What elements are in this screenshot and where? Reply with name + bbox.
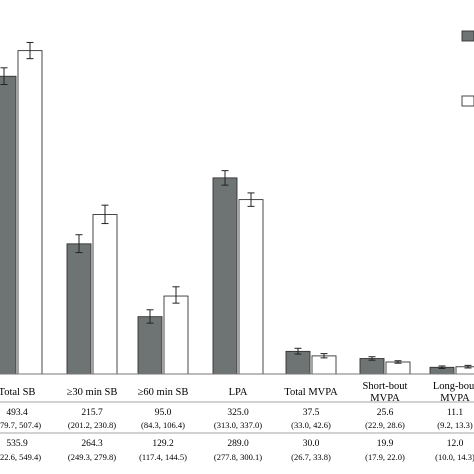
table-value: 129.2	[152, 439, 174, 449]
table-value: 25.6	[377, 408, 394, 418]
table-ci: (26.7, 33.8)	[291, 452, 331, 462]
error-bar	[101, 204, 109, 225]
table-ci: (117.4, 144.5)	[139, 452, 187, 462]
bar	[92, 214, 118, 375]
category-label: ≥30 min SB	[67, 387, 118, 398]
bar	[0, 75, 17, 375]
error-bar	[438, 365, 446, 369]
bar	[359, 358, 385, 375]
category-label: ≥60 min SB	[138, 387, 189, 398]
table-value: 289.0	[227, 439, 249, 449]
error-bar	[320, 353, 328, 359]
error-bars-layer	[0, 41, 472, 369]
error-bar	[394, 360, 402, 364]
error-bar	[75, 234, 83, 254]
error-bar	[172, 286, 180, 304]
error-bar	[247, 192, 255, 207]
error-bar	[464, 364, 472, 369]
legend-swatch	[461, 30, 474, 42]
table-ci: (313.0, 337.0)	[214, 420, 262, 430]
bar	[212, 177, 238, 375]
error-bar	[368, 356, 376, 361]
table-ci: (277.8, 300.1)	[214, 452, 262, 462]
table-value: 30.0	[303, 439, 320, 449]
table-value: 95.0	[155, 408, 172, 418]
bar	[17, 50, 43, 375]
table-ci: (33.0, 42.6)	[291, 420, 331, 430]
table-ci: (201.2, 230.8)	[68, 420, 116, 430]
bar	[137, 316, 163, 375]
bar	[385, 361, 411, 375]
table-value: 19.9	[377, 439, 394, 449]
category-label: Short-bout MVPA	[363, 381, 408, 404]
data-table: 493.4 (479.7, 507.4) 215.7 (201.2, 230.8) 95…	[0, 408, 474, 462]
bars-layer	[0, 50, 474, 375]
bar	[311, 355, 337, 375]
table-value: 264.3	[81, 439, 103, 449]
category-label: Long-bout MVPA	[433, 381, 474, 404]
category-label: Total MVPA	[284, 387, 338, 398]
table-value: 493.4	[6, 408, 28, 418]
error-bar	[146, 309, 154, 324]
bar	[163, 295, 189, 375]
category-label: Total SB	[0, 387, 35, 398]
bar	[285, 350, 311, 375]
table-value: 325.0	[227, 408, 249, 418]
error-bar	[221, 170, 229, 186]
error-bar	[294, 347, 302, 355]
table-ci: (9.2, 13.3)	[437, 420, 473, 430]
table-ci: (22.9, 28.6)	[365, 420, 405, 430]
table-value: 12.0	[447, 439, 464, 449]
table-value: 11.1	[447, 408, 464, 418]
table-ci: (17.9, 22.0)	[365, 452, 405, 462]
table-ci: (522.6, 549.4)	[0, 452, 41, 462]
error-bar	[0, 67, 8, 86]
table-ci: (479.7, 507.4)	[0, 420, 41, 430]
legend	[461, 30, 474, 107]
table-value: 37.5	[303, 408, 320, 418]
bar	[238, 199, 264, 375]
legend-swatch	[461, 95, 474, 107]
category-labels: Total SB ≥30 min SB ≥60 min SB LPA Total MVP…	[0, 381, 474, 404]
table-value: 535.9	[6, 439, 28, 449]
table-ci: (84.3, 106.4)	[141, 420, 185, 430]
table-value: 215.7	[81, 408, 103, 418]
table-ci: (10.0, 14.3)	[435, 452, 474, 462]
category-label: LPA	[229, 387, 248, 398]
error-bar	[26, 41, 34, 60]
table-ci: (249.3, 279.8)	[68, 452, 116, 462]
bar	[66, 243, 92, 375]
